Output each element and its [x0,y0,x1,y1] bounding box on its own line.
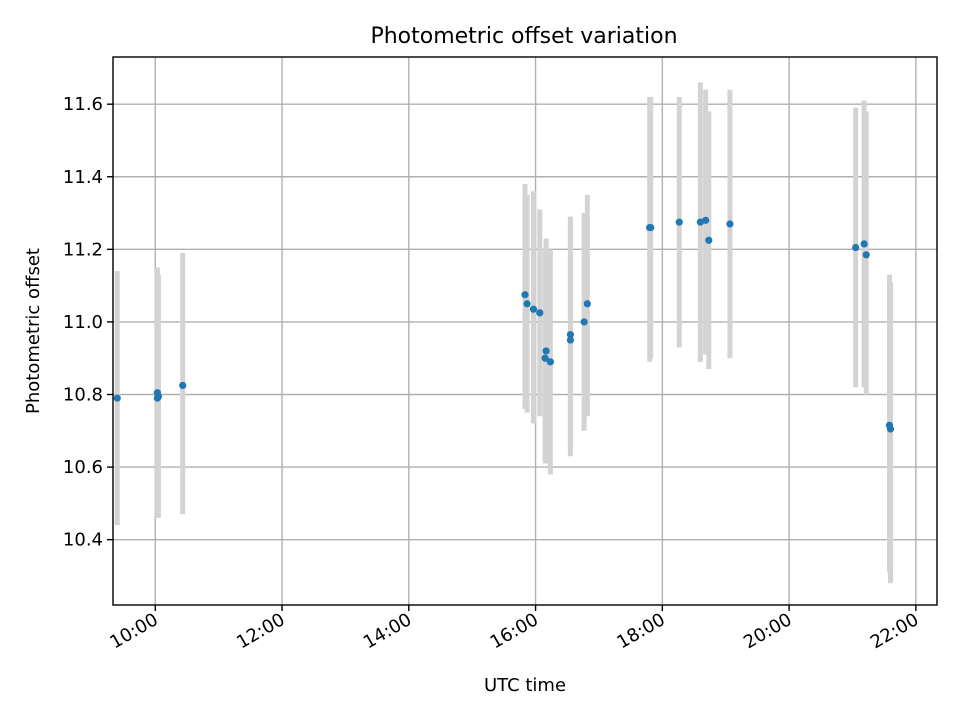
data-point [580,318,588,326]
data-point [647,223,655,232]
data-point [154,392,163,400]
data-point [862,251,870,259]
x-axis-label: UTC time [484,675,566,696]
data-point [705,236,713,244]
data-point [542,347,550,355]
chart-title: Photometric offset variation [370,24,677,49]
data-point [566,331,575,339]
data-point [566,336,575,344]
y-axis-ticks: 10.4 10.6 10.8 11.0 11.2 11.4 11.6 [63,94,113,551]
y-tick-label: 11.6 [63,94,103,115]
data-point [726,220,734,228]
x-tick-label: 12:00 [233,609,288,653]
y-tick-label: 11.4 [63,167,103,188]
y-tick-label: 11.2 [63,239,103,260]
x-axis-ticks: 10:00 12:00 14:00 16:00 18:00 20:00 22:00 [106,605,922,653]
x-tick-label: 16:00 [487,609,542,653]
data-point [521,291,529,299]
data-point [541,354,549,362]
plot-frame [112,56,938,606]
data-point [852,243,860,252]
x-tick-label: 14:00 [360,609,415,653]
y-tick-label: 10.6 [63,457,103,478]
data-point [860,240,868,248]
grid-lines [113,57,937,605]
data-point [702,216,710,224]
data-point [675,218,683,226]
x-tick-label: 18:00 [613,609,668,653]
data-point [529,305,538,313]
data-point [536,309,544,317]
x-tick-label: 22:00 [867,609,922,653]
y-tick-label: 11.0 [63,312,103,333]
error-bars [114,82,894,584]
x-tick-label: 20:00 [740,609,795,653]
data-point [583,300,591,308]
data-points [113,216,895,433]
data-point [179,381,187,390]
x-tick-label: 10:00 [106,609,161,653]
y-tick-label: 10.4 [63,530,103,551]
y-tick-label: 10.8 [63,385,103,406]
data-point [546,358,554,366]
y-axis-label: Photometric offset [23,248,44,414]
data-point [113,394,121,402]
data-point [886,425,895,433]
data-point [523,300,531,308]
